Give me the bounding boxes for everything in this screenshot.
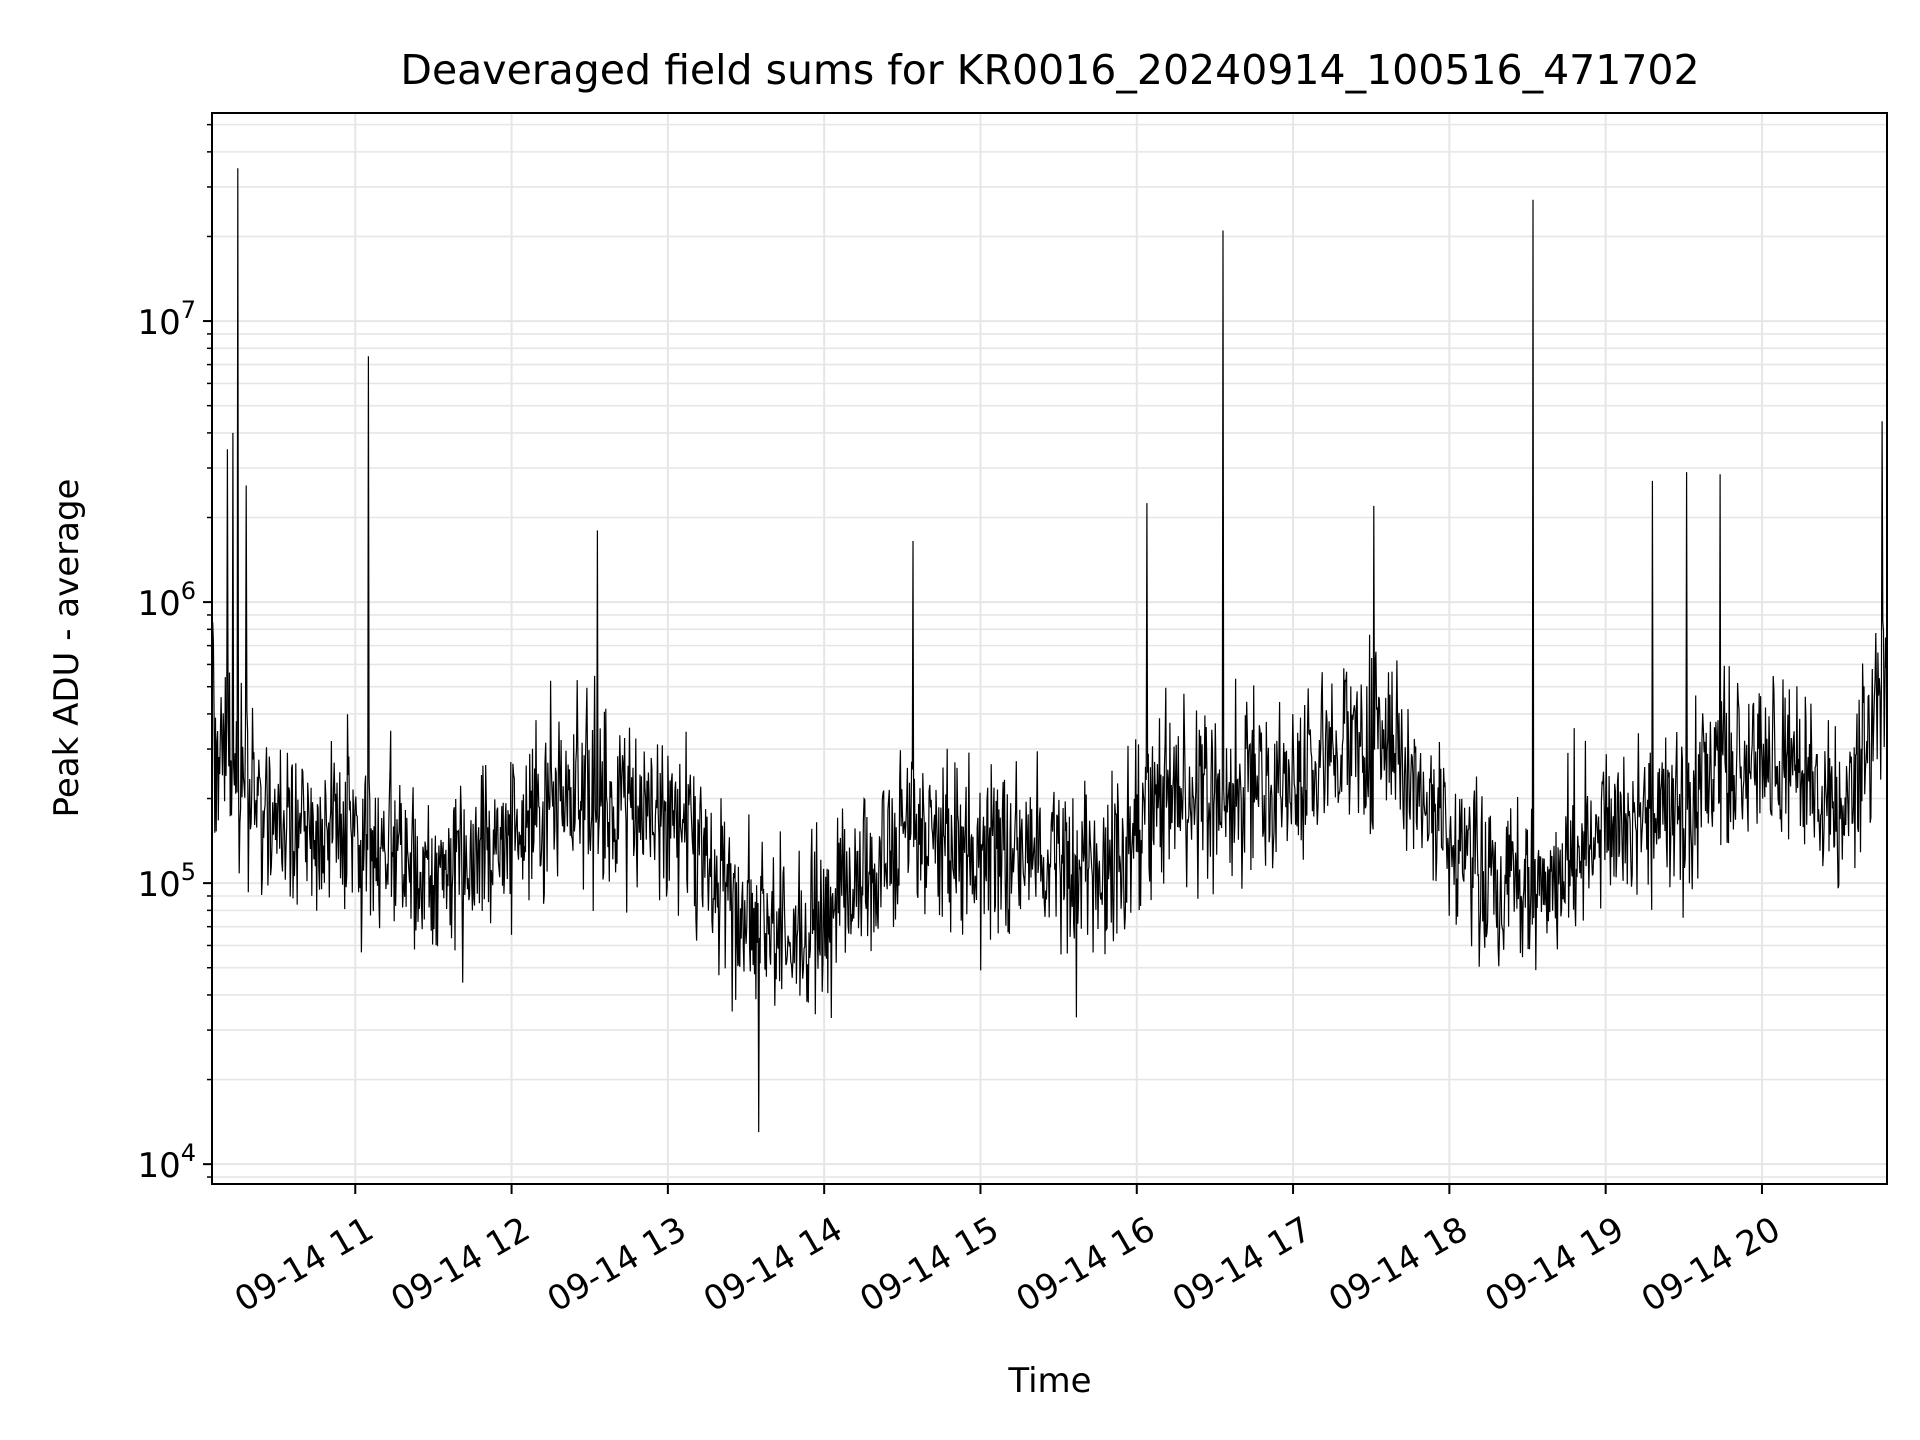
y-tick-label: 106 (137, 577, 196, 624)
x-tick-label: 09-14 14 (697, 1209, 849, 1320)
plot-background (212, 113, 1887, 1184)
x-tick-label: 09-14 16 (1010, 1209, 1162, 1320)
series-line (211, 168, 1888, 1133)
y-tick-label: 105 (137, 858, 196, 905)
plot-area (211, 112, 1888, 1185)
minor-gridlines (212, 123, 1887, 1178)
x-tick-label: 09-14 20 (1635, 1209, 1787, 1320)
x-tick-label: 09-14 12 (384, 1209, 536, 1320)
x-tick-label: 09-14 11 (228, 1209, 380, 1320)
x-tick-label: 09-14 13 (541, 1209, 693, 1320)
y-tick-label: 104 (137, 1139, 196, 1186)
x-tick-label: 09-14 18 (1322, 1209, 1474, 1320)
chart-title: Deaveraged field sums for KR0016_2024091… (400, 46, 1699, 94)
plot-frame (211, 112, 1888, 1185)
x-axis-label: Time (1007, 1361, 1091, 1401)
x-tick-label: 09-14 19 (1479, 1209, 1631, 1320)
y-axis-label: Peak ADU - average (47, 479, 87, 818)
x-axis: 09-14 11 09-14 12 09-14 13 09-14 14 09-14 15… (228, 1184, 1787, 1320)
x-tick-label: 09-14 15 (853, 1209, 1005, 1320)
y-tick-label: 107 (137, 296, 196, 343)
y-axis: 104 105 106 107 (137, 123, 212, 1186)
x-tick-label: 09-14 17 (1166, 1209, 1318, 1320)
